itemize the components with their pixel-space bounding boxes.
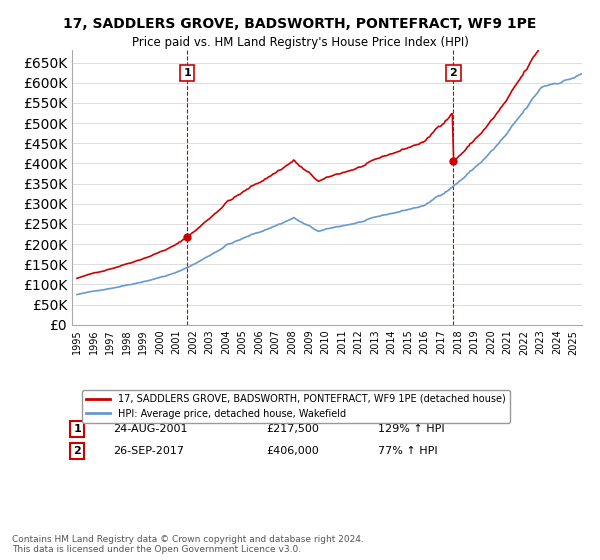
- Text: 2: 2: [449, 68, 457, 78]
- Text: Price paid vs. HM Land Registry's House Price Index (HPI): Price paid vs. HM Land Registry's House …: [131, 36, 469, 49]
- Text: 1: 1: [73, 424, 81, 434]
- Text: 26-SEP-2017: 26-SEP-2017: [113, 446, 184, 456]
- Text: 77% ↑ HPI: 77% ↑ HPI: [378, 446, 437, 456]
- Text: 1: 1: [183, 68, 191, 78]
- Text: 2: 2: [73, 446, 81, 456]
- Text: 129% ↑ HPI: 129% ↑ HPI: [378, 424, 445, 434]
- Legend: 17, SADDLERS GROVE, BADSWORTH, PONTEFRACT, WF9 1PE (detached house), HPI: Averag: 17, SADDLERS GROVE, BADSWORTH, PONTEFRAC…: [82, 390, 509, 423]
- Text: £406,000: £406,000: [266, 446, 319, 456]
- Text: Contains HM Land Registry data © Crown copyright and database right 2024.
This d: Contains HM Land Registry data © Crown c…: [12, 535, 364, 554]
- Text: £217,500: £217,500: [266, 424, 319, 434]
- Text: 24-AUG-2001: 24-AUG-2001: [113, 424, 187, 434]
- Text: 17, SADDLERS GROVE, BADSWORTH, PONTEFRACT, WF9 1PE: 17, SADDLERS GROVE, BADSWORTH, PONTEFRAC…: [64, 17, 536, 31]
